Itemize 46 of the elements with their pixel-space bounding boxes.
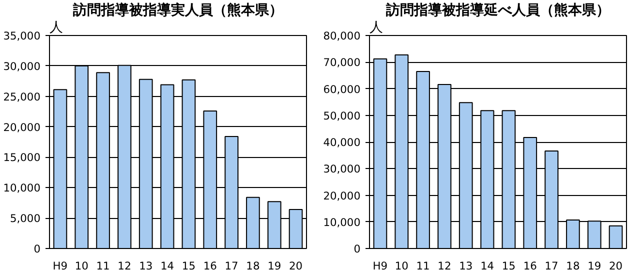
y-tick-label: 70,000	[323, 56, 361, 70]
x-tick-label: 12	[438, 260, 452, 272]
x-tick-label: 11	[416, 260, 430, 272]
x-tick-label: 20	[289, 260, 303, 272]
x-tick-label: 19	[268, 260, 282, 272]
y-tick-label: 80,000	[323, 30, 361, 42]
x-tick-label: 11	[96, 260, 110, 272]
x-tick-label: 13	[459, 260, 473, 272]
y-tick-label: 10,000	[3, 182, 41, 195]
x-tick-label: 14	[160, 260, 174, 272]
x-tick-label: 15	[502, 260, 516, 272]
y-tick-label: 35,000	[3, 30, 41, 42]
x-tick-label: 14	[480, 260, 494, 272]
x-tick-label: 13	[139, 260, 153, 272]
y-tick-label: 30,000	[3, 60, 41, 73]
x-tick-label: 10	[394, 260, 409, 272]
x-tick-label: 16	[523, 260, 538, 272]
y-tick-label: 0	[354, 242, 361, 256]
y-tick-label: 40,000	[323, 136, 361, 149]
y-tick-label: 50,000	[323, 109, 361, 122]
x-tick-label: 16	[203, 260, 218, 272]
y-tick-label: 30,000	[323, 162, 361, 176]
x-tick-label: 18	[566, 260, 580, 272]
y-axis-title: 人	[370, 20, 382, 36]
chart-title: 訪問指導被指導実人員（熊本県）	[72, 2, 283, 18]
x-tick-label: 20	[609, 260, 623, 272]
x-tick-label: H9	[372, 260, 388, 272]
y-tick-label: 60,000	[323, 82, 361, 96]
x-tick-label: 15	[182, 260, 196, 272]
y-tick-label: 15,000	[3, 151, 41, 164]
y-tick-label: 20,000	[3, 120, 41, 134]
bar	[608, 225, 623, 248]
y-tick-label: 10,000	[323, 216, 361, 229]
y-tick-label: 0	[34, 242, 41, 256]
x-tick-label: 17	[544, 260, 558, 272]
x-tick-label: 12	[118, 260, 132, 272]
x-tick-label: 18	[246, 260, 260, 272]
chart-title: 訪問指導被指導延べ人員（熊本県）	[385, 2, 610, 18]
y-tick-label: 20,000	[323, 189, 361, 202]
y-tick-label: 5,000	[10, 212, 41, 226]
y-axis-title: 人	[50, 20, 62, 36]
x-tick-label: H9	[52, 260, 68, 272]
y-tick-label: 25,000	[3, 90, 41, 104]
x-tick-label: 10	[74, 260, 89, 272]
x-tick-label: 19	[588, 260, 602, 272]
x-tick-label: 17	[224, 260, 238, 272]
